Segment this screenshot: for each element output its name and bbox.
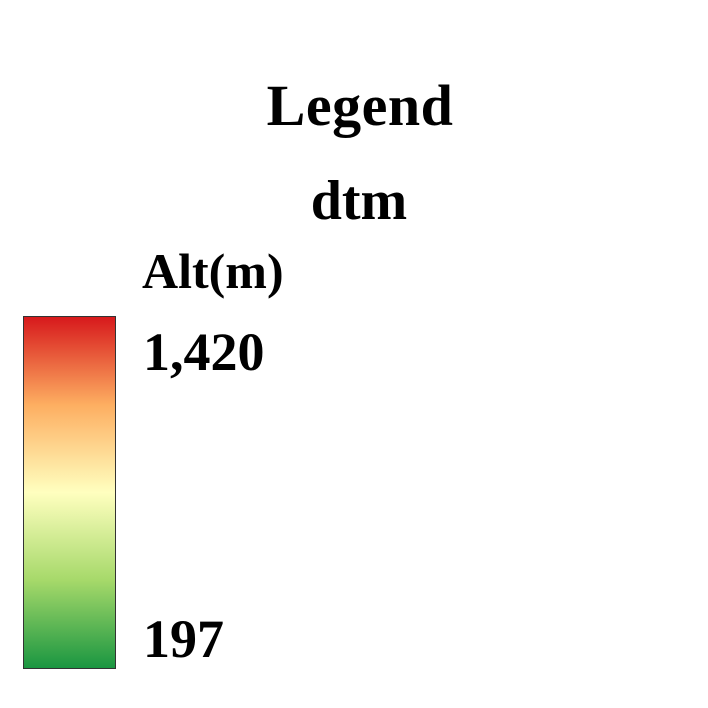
ramp-high-label: 1,420 [143,322,265,382]
ramp-low-label: 197 [143,609,224,669]
field-label: Alt(m) [142,243,284,299]
legend-title: Legend [266,73,454,138]
elevation-color-ramp [23,316,116,669]
layer-name: dtm [310,170,408,232]
